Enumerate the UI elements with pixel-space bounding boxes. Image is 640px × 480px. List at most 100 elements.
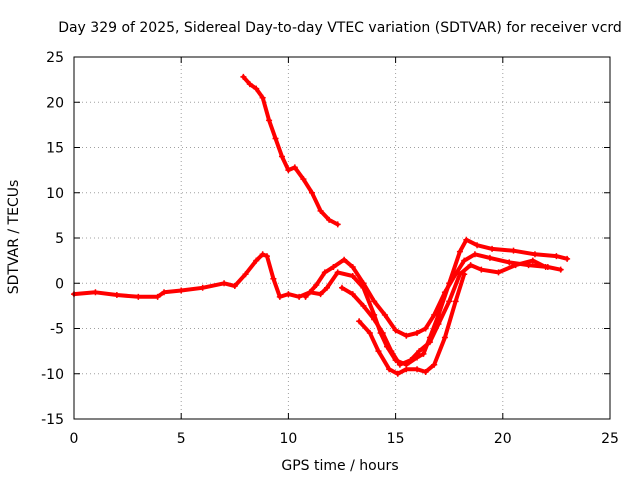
data-point	[474, 242, 481, 249]
y-tick-label: 20	[46, 95, 64, 111]
data-point	[276, 293, 283, 300]
x-tick-label: 10	[279, 431, 297, 447]
data-point	[349, 263, 356, 270]
data-point	[495, 269, 502, 276]
data-point	[330, 263, 337, 270]
y-tick-label: 5	[55, 231, 64, 247]
data-point	[407, 357, 414, 364]
data-point	[285, 167, 292, 174]
grid	[74, 57, 610, 419]
data-point	[431, 361, 438, 368]
data-point	[426, 339, 433, 346]
data-point	[379, 330, 386, 337]
data-point	[366, 330, 373, 337]
data-point	[456, 248, 463, 255]
y-tick-label: 25	[46, 50, 64, 66]
data-point	[321, 269, 328, 276]
data-point	[396, 361, 403, 368]
data-point	[386, 366, 393, 373]
x-tick-label: 5	[177, 431, 186, 447]
data-point	[349, 273, 356, 280]
y-tick-label: -5	[50, 322, 64, 338]
data-point	[461, 257, 468, 264]
data-point	[371, 316, 378, 323]
data-point	[416, 348, 423, 355]
data-point	[296, 293, 303, 300]
data-point	[531, 251, 538, 258]
trace-descent	[241, 74, 340, 227]
data-point	[334, 269, 341, 276]
data-point	[154, 293, 161, 300]
data-point	[478, 266, 485, 273]
data-point	[302, 293, 309, 300]
data-point	[356, 318, 363, 325]
data-point	[463, 236, 470, 243]
data-point	[414, 330, 421, 337]
data-point	[461, 271, 468, 278]
data-point	[452, 298, 459, 305]
data-point	[553, 253, 560, 260]
data-point	[506, 259, 513, 266]
data-point	[542, 263, 549, 270]
x-axis-label: GPS time / hours	[281, 458, 398, 474]
x-tick-label: 25	[601, 431, 619, 447]
chart-title: Day 329 of 2025, Sidereal Day-to-day VTE…	[58, 20, 622, 36]
data-point	[308, 189, 315, 196]
data-point	[285, 291, 292, 298]
data-point	[360, 302, 367, 309]
data-point	[253, 85, 260, 92]
data-point	[486, 254, 493, 261]
data-point	[253, 257, 260, 264]
y-tick-label: 10	[46, 186, 64, 202]
data-point	[242, 271, 249, 278]
data-point	[564, 255, 571, 262]
data-point	[259, 251, 266, 258]
x-tick-label: 15	[387, 431, 405, 447]
data-point	[435, 320, 442, 327]
data-point	[510, 247, 517, 254]
data-point	[178, 287, 185, 294]
data-point	[240, 73, 247, 80]
data-point	[557, 266, 564, 273]
data-point	[135, 293, 142, 300]
trace-dip-branch	[357, 272, 467, 376]
data-point	[371, 298, 378, 305]
y-tick-label: -15	[41, 412, 64, 428]
data-point	[291, 164, 298, 171]
data-point	[313, 282, 320, 289]
data-point	[270, 275, 277, 282]
data-point	[360, 280, 367, 287]
data-point	[323, 284, 330, 291]
data-point	[199, 284, 206, 291]
data-point	[221, 280, 228, 287]
data-point	[467, 262, 474, 269]
data-point	[246, 81, 253, 88]
data-point	[529, 257, 536, 264]
data-point	[403, 332, 410, 339]
data-point	[300, 176, 307, 183]
data-point	[259, 94, 266, 101]
data-point	[388, 348, 395, 355]
data-point	[326, 216, 333, 223]
data-point	[161, 289, 168, 296]
data-point	[422, 325, 429, 332]
data-point	[375, 348, 382, 355]
y-tick-label: 15	[46, 141, 64, 157]
y-tick-label: 0	[55, 276, 64, 292]
data-point	[272, 135, 279, 142]
data-point	[263, 253, 270, 260]
data-point	[420, 350, 427, 357]
trace-main	[72, 237, 570, 367]
data-point	[446, 298, 453, 305]
data-point	[231, 282, 238, 289]
data-point	[317, 207, 324, 214]
data-point	[381, 311, 388, 318]
data-point	[339, 284, 345, 291]
data-point	[317, 291, 324, 298]
data-point	[431, 311, 438, 318]
data-series	[71, 73, 571, 377]
data-point	[441, 334, 448, 341]
data-point	[414, 366, 421, 373]
data-point	[403, 366, 410, 373]
